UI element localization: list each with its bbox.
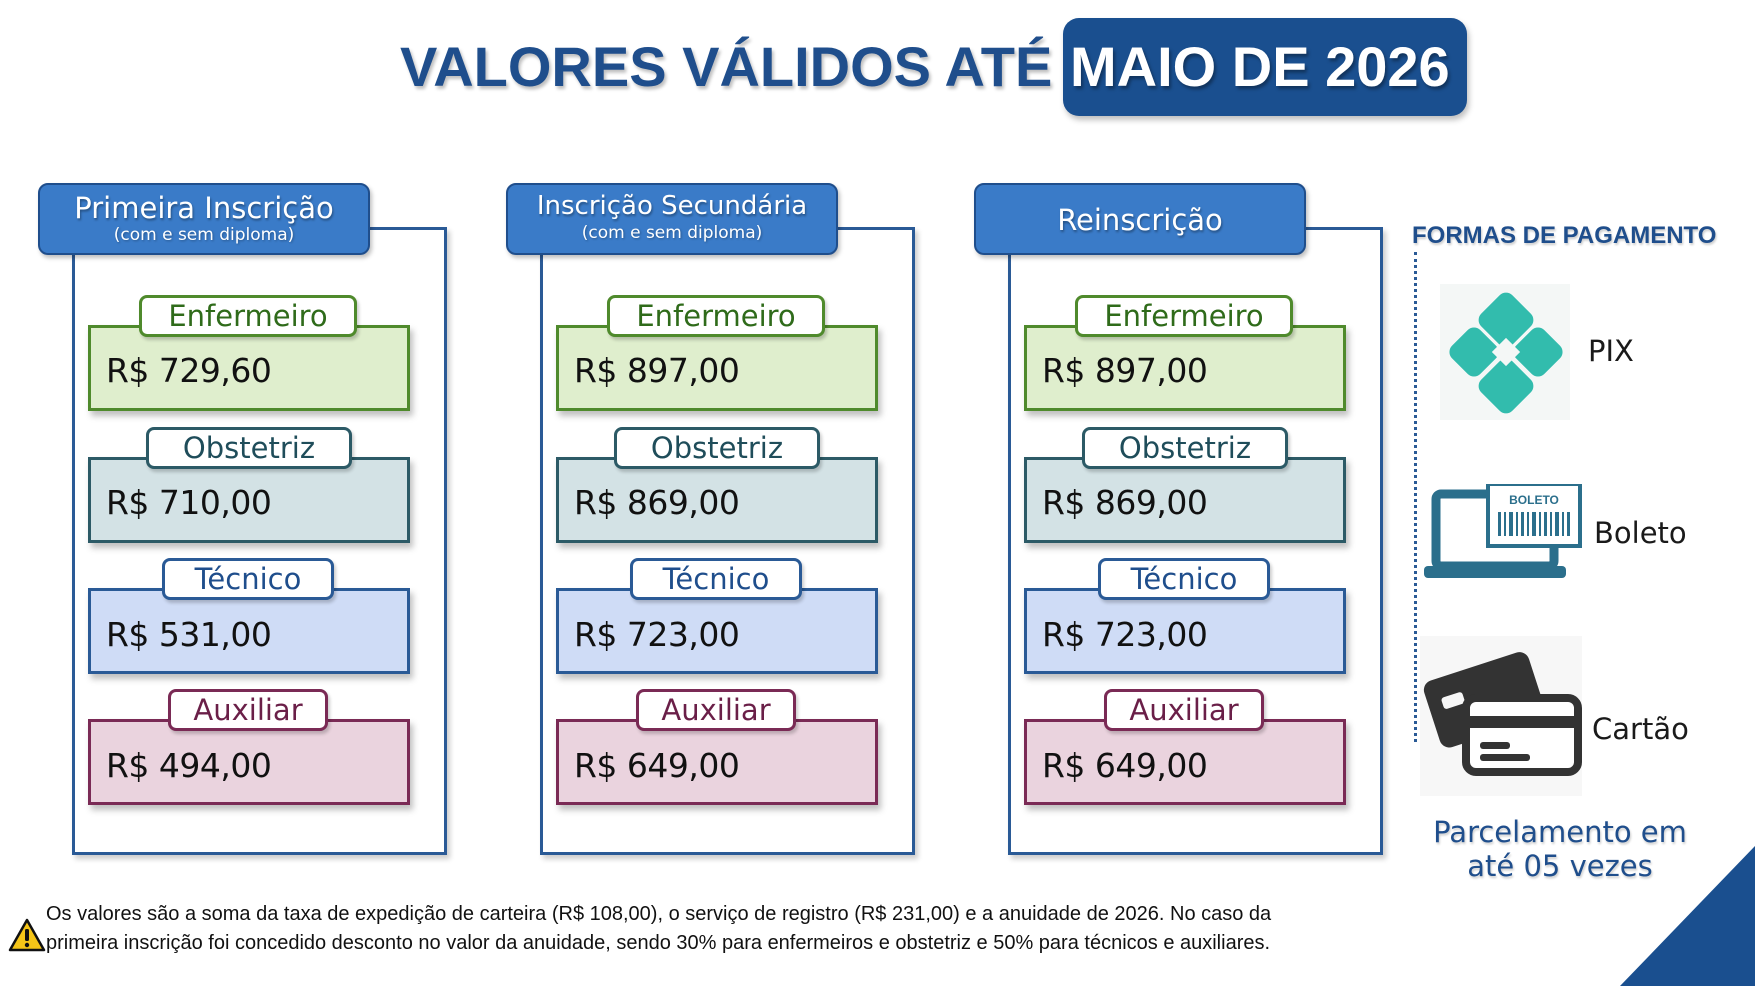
category-label: Auxiliar xyxy=(168,689,328,731)
category-label: Auxiliar xyxy=(1104,689,1264,731)
panel-primeira-inscricao: Primeira Inscrição (com e sem diploma) R… xyxy=(38,183,466,863)
price-value: R$ 710,00 xyxy=(106,483,272,522)
price-box xyxy=(88,719,410,805)
warning-icon xyxy=(8,918,46,956)
panel-title: Reinscrição xyxy=(1057,203,1223,237)
payment-label-pix: PIX xyxy=(1588,334,1634,368)
corner-decoration xyxy=(1620,846,1755,990)
price-box xyxy=(88,588,410,674)
category-label: Técnico xyxy=(630,558,802,600)
category-label: Enfermeiro xyxy=(607,295,825,337)
price-value: R$ 531,00 xyxy=(106,615,272,654)
panel-tab: Reinscrição xyxy=(974,183,1306,255)
category-label: Obstetriz xyxy=(614,427,820,469)
payment-label-cartao: Cartão xyxy=(1592,712,1689,746)
category-label: Técnico xyxy=(162,558,334,600)
panel-subtitle: (com e sem diploma) xyxy=(581,223,763,243)
title-highlight: MAIO DE 2026 xyxy=(1070,35,1450,98)
category-label: Auxiliar xyxy=(636,689,796,731)
price-value: R$ 494,00 xyxy=(106,746,272,785)
panel-reinscricao: Reinscrição R$ 897,00 Enfermeiro R$ 869,… xyxy=(974,183,1402,863)
installments-line-2: até 05 vezes xyxy=(1467,849,1653,883)
price-box xyxy=(556,719,878,805)
credit-card-icon xyxy=(1420,636,1582,800)
category-label: Técnico xyxy=(1098,558,1270,600)
category-label: Enfermeiro xyxy=(1075,295,1293,337)
installments-note: Parcelamento em até 05 vezes xyxy=(1420,815,1700,883)
panel-inscricao-secundaria: Inscrição Secundária (com e sem diploma)… xyxy=(506,183,934,863)
footer-note-line-2: primeira inscrição foi concedido descont… xyxy=(46,932,1271,954)
installments-line-1: Parcelamento em xyxy=(1433,815,1687,849)
category-label: Enfermeiro xyxy=(139,295,357,337)
panel-title: Primeira Inscrição xyxy=(74,191,334,225)
price-value: R$ 723,00 xyxy=(1042,615,1208,654)
payment-title: FORMAS DE PAGAMENTO xyxy=(1412,222,1717,249)
payment-divider xyxy=(1414,252,1417,742)
price-value: R$ 897,00 xyxy=(1042,351,1208,390)
price-value: R$ 897,00 xyxy=(574,351,740,390)
price-value: R$ 649,00 xyxy=(1042,746,1208,785)
pix-icon xyxy=(1440,284,1570,424)
price-value: R$ 729,60 xyxy=(106,351,272,390)
price-box xyxy=(88,325,410,411)
category-label: Obstetriz xyxy=(146,427,352,469)
price-value: R$ 723,00 xyxy=(574,615,740,654)
payment-label-boleto: Boleto xyxy=(1594,516,1687,550)
boleto-laptop-icon: BOLETO xyxy=(1424,482,1584,588)
footer-note: Os valores são a soma da taxa de expediç… xyxy=(46,900,1406,958)
page-header: VALORES VÁLIDOS ATÉ MAIO DE 2026 xyxy=(0,18,1755,118)
price-box xyxy=(1024,457,1346,543)
category-label: Obstetriz xyxy=(1082,427,1288,469)
panel-title: Inscrição Secundária xyxy=(536,191,808,221)
price-value: R$ 869,00 xyxy=(574,483,740,522)
price-value: R$ 649,00 xyxy=(574,746,740,785)
price-value: R$ 869,00 xyxy=(1042,483,1208,522)
footer-note-line-1: Os valores são a soma da taxa de expediç… xyxy=(46,903,1272,925)
title-highlight-pill xyxy=(1063,18,1467,116)
price-box xyxy=(556,325,878,411)
boleto-icon-text: BOLETO xyxy=(1509,493,1559,507)
panel-subtitle: (com e sem diploma) xyxy=(113,225,295,245)
panel-tab: Inscrição Secundária (com e sem diploma) xyxy=(506,183,838,255)
title-prefix: VALORES VÁLIDOS ATÉ xyxy=(400,35,1053,98)
panel-tab: Primeira Inscrição (com e sem diploma) xyxy=(38,183,370,255)
